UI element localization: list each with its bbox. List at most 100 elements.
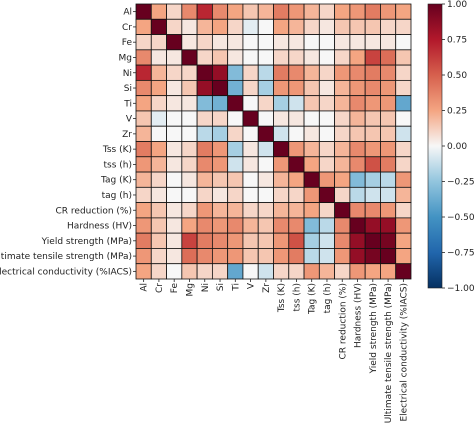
heatmap-cell-al-cr-reduction [334,3,351,20]
heatmap-cell-electrical-conductivity-iacs-tag-k [303,263,320,280]
heatmap-cell-electrical-conductivity-iacs-mg [181,263,198,280]
heatmap-cell-ni-mg [181,64,198,81]
heatmap-cell-v-mg [181,110,198,127]
heatmap-cell-tss-h-yield-strength-mpa [364,156,381,173]
heatmap-cell-v-al [135,110,152,127]
heatmap-cell-mg-hardness-hv [349,49,366,66]
heatmap-cell-si-yield-strength-mpa [364,79,381,97]
heatmap-cell-tss-h-tss-h [288,156,305,173]
heatmap-cell-v-tag-h [318,110,336,127]
col-label-tag-h: tag (h) [323,283,333,313]
heatmap-cell-ultimate-tensile-strength-mpa-v [242,248,259,265]
heatmap-cell-mg-electrical-conductivity-iacs [395,49,412,66]
heatmap-cell-ti-electrical-conductivity-iacs [395,95,412,112]
row-label-v: V [126,115,133,125]
heatmap-cell-electrical-conductivity-iacs-v [242,263,259,280]
heatmap-cell-ni-ultimate-tensile-strength-mpa [380,64,397,81]
heatmap-cell-mg-mg [181,49,198,66]
heatmap-cell-cr-cr-reduction [334,18,351,35]
heatmap-cell-si-zr [257,79,274,97]
heatmap-cell-hardness-hv-cr-reduction [334,217,351,234]
heatmap-cell-al-zr [257,3,274,20]
heatmap-cell-ni-fe [166,64,183,81]
heatmap-cell-v-cr-reduction [334,110,351,127]
heatmap-cell-tss-h-hardness-hv [349,156,366,173]
heatmap-cell-mg-cr-reduction [334,49,351,66]
heatmap-cell-al-si [211,3,229,20]
heatmap-cell-v-tss-h [288,110,305,127]
heatmap-cell-tss-k-tag-k [303,141,320,158]
heatmap-cell-cr-reduction-hardness-hv [349,202,366,219]
heatmap-cell-tag-h-ti [227,186,244,204]
colorbar-tick-label: −1.00 [447,284,474,294]
heatmap-cell-al-cr [150,3,167,20]
heatmap-cell-tag-k-yield-strength-mpa [364,171,381,188]
heatmap-cell-tss-k-electrical-conductivity-iacs [395,141,412,158]
heatmap-cell-electrical-conductivity-iacs-zr [257,263,274,280]
heatmap-cell-si-ultimate-tensile-strength-mpa [380,79,397,97]
heatmap-cell-al-fe [166,3,183,20]
heatmap-cell-v-ni [196,110,213,127]
heatmap-cell-cr-reduction-zr [257,202,274,219]
heatmap-cell-ti-ti [227,95,244,112]
row-label-yield-strength-mpa: Yield strength (MPa) [41,237,132,247]
heatmap-cell-cr-ultimate-tensile-strength-mpa [380,18,397,35]
heatmap-cell-si-tss-k [273,79,290,97]
heatmap-cell-zr-tss-k [273,125,290,142]
heatmap-cell-yield-strength-mpa-ultimate-tensile-strength-mpa [380,232,397,249]
heatmap-cell-zr-ultimate-tensile-strength-mpa [380,125,397,142]
colorbar-outline [427,3,443,289]
heatmap-cell-fe-al [135,34,152,51]
heatmap-cell-tss-k-tss-h [288,141,305,158]
heatmap-cell-v-ti [227,110,244,127]
heatmap-cell-yield-strength-mpa-ni [196,232,213,249]
heatmap-cell-mg-cr [150,49,167,66]
heatmap-cell-electrical-conductivity-iacs-cr [150,263,167,280]
heatmap-cell-tag-k-mg [181,171,198,188]
heatmap-cell-tss-h-cr-reduction [334,156,351,173]
colorbar-gradient [428,4,442,288]
row-label-fe: Fe [122,38,133,48]
row-label-mg: Mg [119,53,132,63]
heatmap-cell-si-si [211,79,229,97]
heatmap-cell-electrical-conductivity-iacs-ti [227,263,244,280]
row-label-cr-reduction: CR reduction (%) [56,206,132,216]
heatmap-cell-fe-ultimate-tensile-strength-mpa [380,34,397,51]
heatmap-cell-v-yield-strength-mpa [364,110,381,127]
heatmap-cell-tss-h-si [211,156,229,173]
heatmap-cell-cr-reduction-tag-h [318,202,336,219]
heatmap-cell-electrical-conductivity-iacs-ni [196,263,213,280]
heatmap-cell-fe-ti [227,34,244,51]
row-label-cr: Cr [122,23,132,33]
heatmap-cell-tag-h-al [135,186,152,204]
row-label-ti: Ti [123,99,132,109]
heatmap-cell-hardness-hv-tss-k [273,217,290,234]
heatmap-cell-si-ti [227,79,244,97]
heatmap-cell-v-fe [166,110,183,127]
heatmap-cell-v-ultimate-tensile-strength-mpa [380,110,397,127]
heatmap-cell-ni-electrical-conductivity-iacs [395,64,412,81]
heatmap-cell-tss-h-zr [257,156,274,173]
heatmap-cell-tss-k-tag-h [318,141,336,158]
heatmap-cell-ni-v [242,64,259,81]
heatmap-cell-zr-electrical-conductivity-iacs [395,125,412,142]
heatmap-cell-v-tag-k [303,110,320,127]
heatmap-cell-tss-k-cr-reduction [334,141,351,158]
heatmap-cell-tss-k-al [135,141,152,158]
heatmap-cell-cr-al [135,18,152,35]
heatmap-cell-cr-tag-k [303,18,320,35]
heatmap-cell-ni-tag-k [303,64,320,81]
heatmap-cell-tag-k-ni [196,171,213,188]
heatmap-cell-cr-reduction-al [135,202,152,219]
heatmap-cell-al-hardness-hv [349,3,366,20]
heatmap-cell-ni-zr [257,64,274,81]
heatmap-cell-yield-strength-mpa-yield-strength-mpa [364,232,381,249]
heatmap-cell-cr-yield-strength-mpa [364,18,381,35]
heatmap-cell-hardness-hv-tss-h [288,217,305,234]
heatmap-cell-ti-si [211,95,229,112]
heatmap-cell-yield-strength-mpa-cr-reduction [334,232,351,249]
heatmap-cell-fe-zr [257,34,274,51]
row-label-ultimate-tensile-strength-mpa: Ultimate tensile strength (MPa) [0,252,132,262]
col-label-ti: Ti [231,283,241,292]
col-label-ultimate-tensile-strength-mpa: Ultimate tensile strength (MPa) [384,283,394,423]
